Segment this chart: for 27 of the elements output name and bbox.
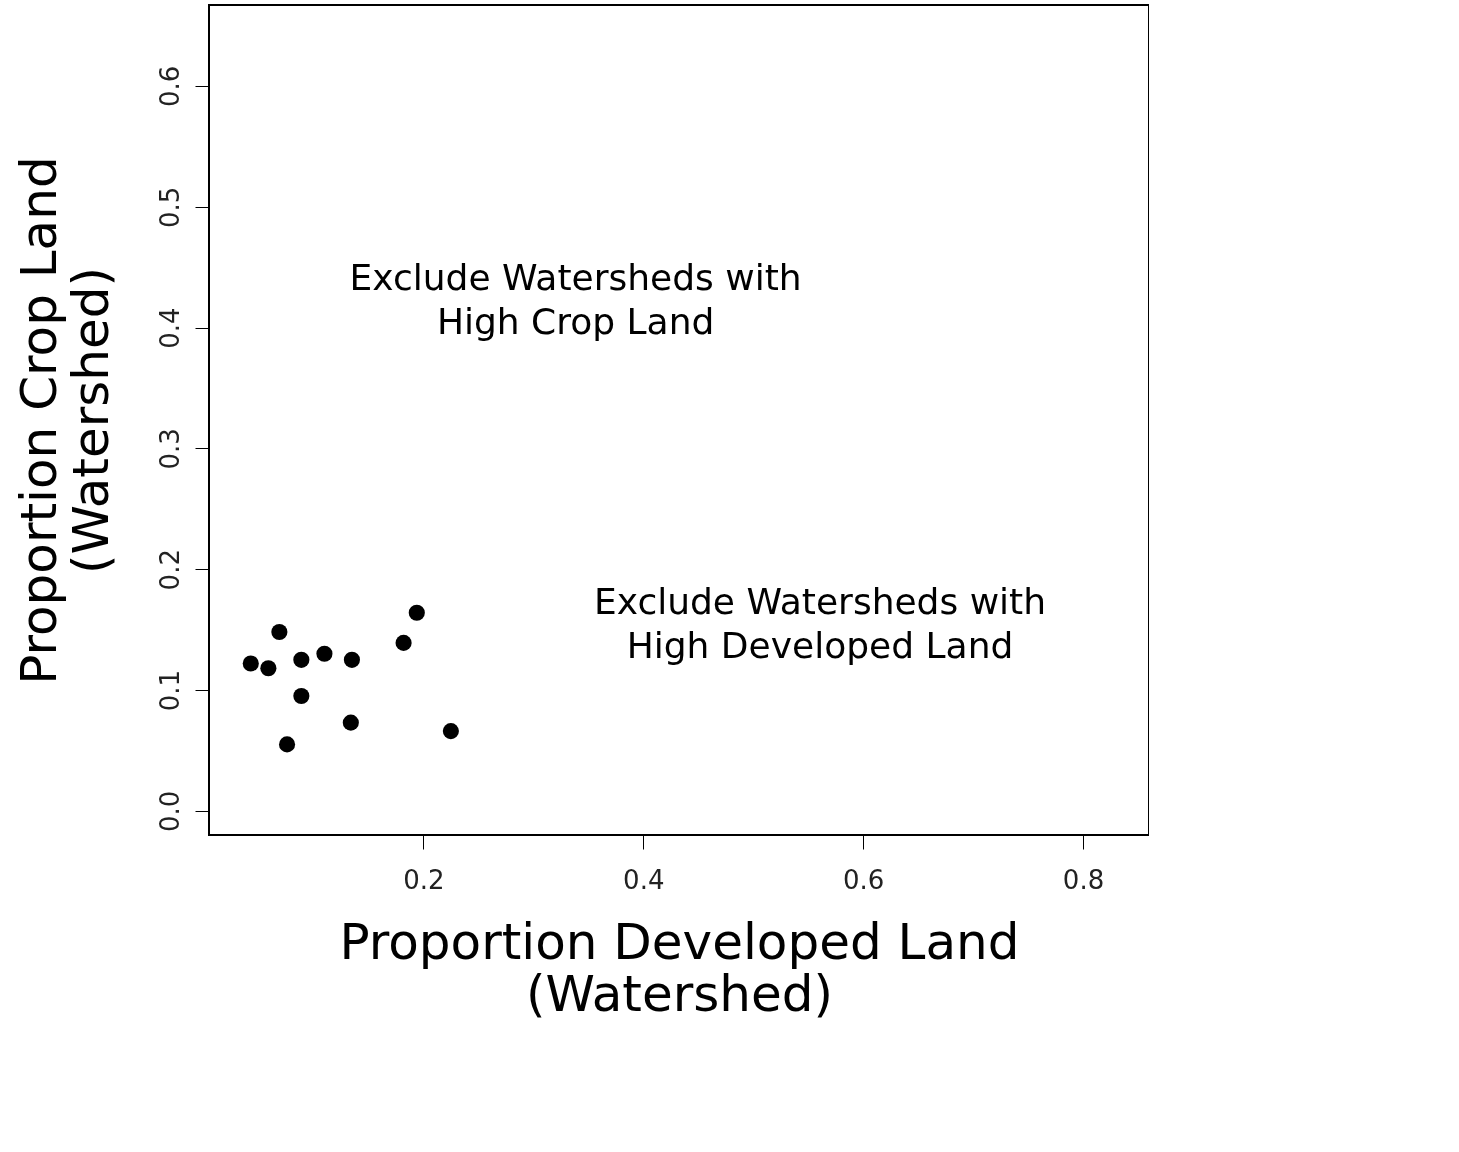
y-tick-label: 0.3 [154,428,185,470]
point [342,714,359,731]
point [316,645,333,662]
y-tick-label: 0.6 [154,65,185,108]
point [442,723,459,740]
point [271,623,288,641]
x-tick-label: 0.2 [403,864,445,895]
y-tick-label: 0.1 [154,669,185,712]
x-tick-label: 0.6 [842,864,885,895]
y-tick-label: 0.5 [154,186,185,228]
x-tick-label: 0.4 [623,864,665,895]
y-tick-label: 0.0 [154,790,185,833]
point [293,651,310,668]
x-tick-label: 0.8 [1062,864,1105,895]
point [395,634,412,651]
annotation: Exclude Watersheds with High Developed Land [593,580,1047,666]
point [260,660,277,677]
point [293,688,310,705]
y-axis-title: Proportion Crop Land (Watershed) [9,156,120,685]
y-tick-label: 0.2 [154,549,185,591]
point [242,655,259,672]
annotation: Exclude Watersheds with High Crop Land [349,256,802,342]
y-tick-label: 0.4 [154,307,185,349]
point [343,651,360,668]
x-axis-title: Proportion Developed Land (Watershed) [339,912,1020,1023]
point [408,604,425,621]
point [279,736,296,753]
